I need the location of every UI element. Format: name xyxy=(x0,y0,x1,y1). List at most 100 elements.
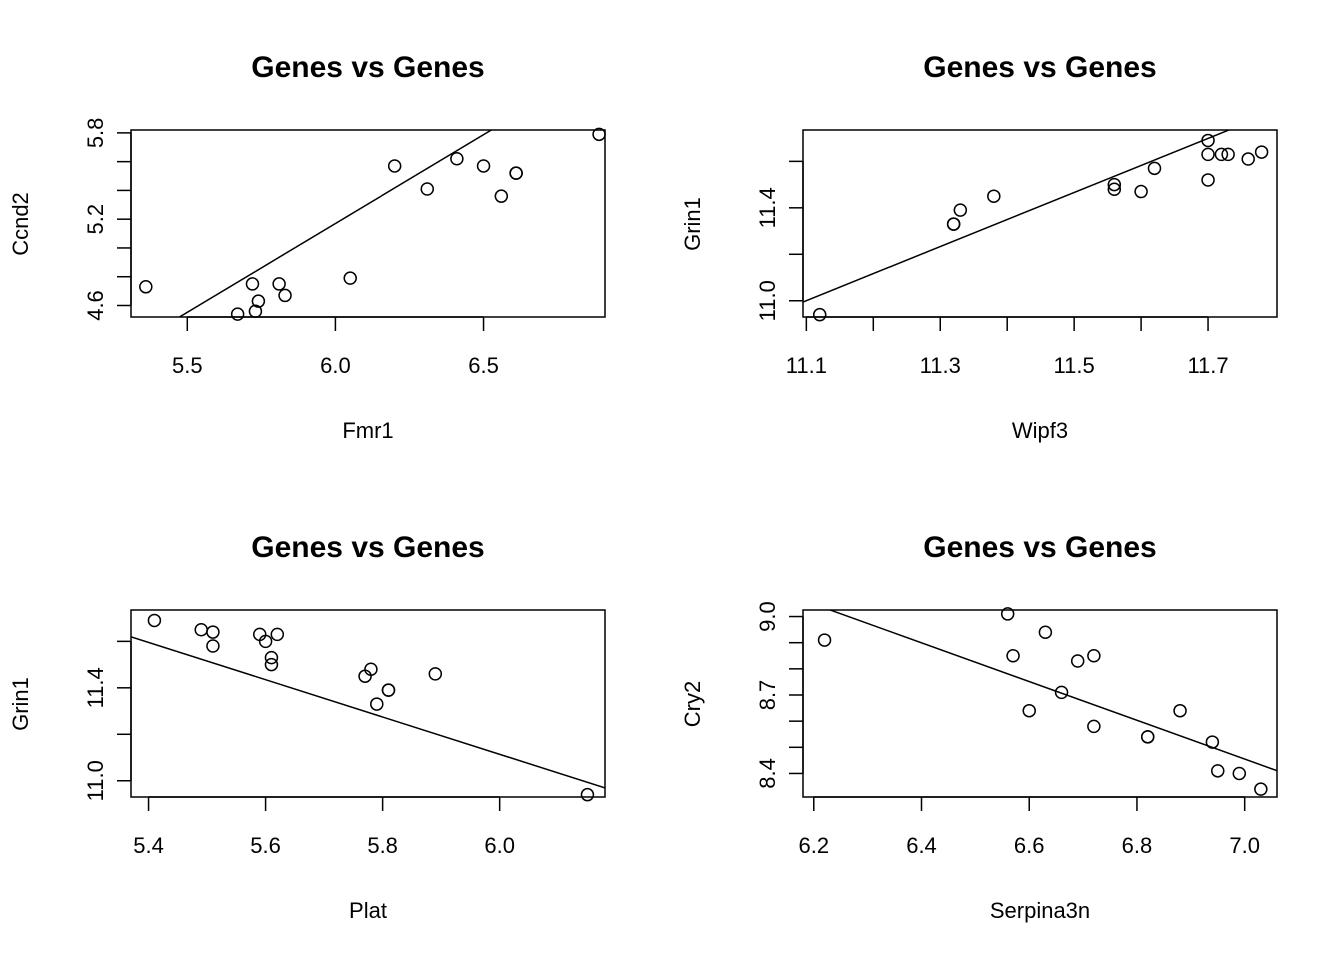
panel-1-data-point xyxy=(248,304,263,318)
panel-4-plot-box xyxy=(802,609,1278,798)
panel-3-x-tick-label: 6.0 xyxy=(484,833,515,858)
panel-4-data-point xyxy=(1087,649,1101,663)
panel-3-data-point xyxy=(580,787,595,802)
panel-1-x-tick-label: 6.0 xyxy=(320,353,351,378)
panel-1-data-point xyxy=(420,182,434,196)
panel-2-data-point xyxy=(1107,182,1122,196)
panel-2-fit-line xyxy=(803,130,1231,303)
panel-3-marks: 5.4 5.6 5.8 6.0 11.0 11.4 xyxy=(83,613,605,858)
panel-2-data-point xyxy=(1241,152,1255,166)
panel-4-x-tick-label: 7.0 xyxy=(1229,833,1260,858)
panel-4-x-tick-label: 6.6 xyxy=(1014,833,1045,858)
panel-2-x-tick-label: 11.5 xyxy=(1054,353,1095,378)
panel-4-data-point xyxy=(1070,654,1085,668)
panel-2-x-tick-label: 11.7 xyxy=(1187,353,1228,378)
panel-2-data-point xyxy=(812,307,827,322)
panel-3-data-point xyxy=(270,627,285,642)
panel-4-marks: 6.2 6.4 6.6 6.8 7.0 8.4 8.7 9.0 xyxy=(755,601,1277,858)
panel-3-data-point xyxy=(206,639,220,653)
panel-4-y-tick-label: 8.4 xyxy=(755,758,780,789)
panel-1-data-point xyxy=(476,159,491,173)
panel-3-data-point xyxy=(264,650,279,665)
panel-1-data-point xyxy=(230,307,245,321)
panel-3-x-tick-label: 5.8 xyxy=(367,833,398,858)
panel-1-y-tick-label: 5.8 xyxy=(83,118,108,149)
panel-2-data-point xyxy=(987,189,1001,203)
panel-1-title: Genes vs Genes xyxy=(251,51,484,84)
panel-1-data-point xyxy=(592,127,606,142)
panel-4-title: Genes vs Genes xyxy=(923,531,1156,564)
panel-1-data-point xyxy=(139,280,153,294)
panel-4-y-axis-label: Cry2 xyxy=(680,681,705,727)
panel-4-y-tick-label: 8.7 xyxy=(755,680,780,711)
panel-1-data-point xyxy=(343,271,357,285)
panel-4-x-tick-label: 6.2 xyxy=(798,833,829,858)
panel-3-data-point xyxy=(147,613,162,628)
panel-3-y-tick-label: 11.0 xyxy=(83,760,108,801)
panel-2-data-point xyxy=(1201,147,1215,162)
panel-1-marks: 5.5 6.0 6.5 4.6 5.2 5.8 xyxy=(83,118,606,378)
panel-2-y-tick-label: 11.0 xyxy=(755,280,780,321)
panel-2-data-point xyxy=(946,217,961,231)
panel-2-data-point xyxy=(1221,147,1235,162)
panel-1-data-point xyxy=(251,294,266,308)
panel-3-data-point xyxy=(370,697,384,711)
panel-1-y-tick-label: 4.6 xyxy=(83,290,108,321)
panel-1-x-tick-label: 5.5 xyxy=(172,353,203,378)
panel-1: Genes vs Genes Fmr1 Ccnd2 5.5 6.0 6.54.65.… xyxy=(8,51,606,443)
panel-3-data-point xyxy=(381,683,396,697)
panel-2-marks: 11.1 11.3 11.5 11.7 11.0 11.4 xyxy=(755,130,1269,378)
panel-1-y-tick-label: 5.2 xyxy=(83,204,108,235)
panel-4-x-tick-label: 6.4 xyxy=(906,833,937,858)
panel-3-y-axis-label: Grin1 xyxy=(8,677,33,731)
panel-4-x-tick-label: 6.8 xyxy=(1122,833,1153,858)
panel-4-data-point xyxy=(1173,703,1187,718)
panel-3-plot-box xyxy=(130,609,606,798)
panel-4-data-point xyxy=(1006,649,1020,663)
panel-2-data-point xyxy=(1254,145,1269,159)
panel-4-data-point xyxy=(1205,735,1220,749)
panel-3-fit-line xyxy=(131,636,605,789)
panel-4-y-tick-label: 9.0 xyxy=(755,601,780,632)
panel-4-data-point xyxy=(1087,719,1101,734)
panel-3-data-point xyxy=(264,657,279,672)
panel-1-data-point xyxy=(494,189,509,203)
panel-4-fit-line xyxy=(828,610,1277,772)
panel-3-x-axis-label: Plat xyxy=(349,898,387,923)
panel-2-title: Genes vs Genes xyxy=(923,51,1156,84)
panel-3-x-tick-label: 5.4 xyxy=(133,833,164,858)
panel-2-plot-box xyxy=(802,129,1278,318)
panel-1-x-tick-label: 6.5 xyxy=(468,353,499,378)
panel-1-data-point xyxy=(509,166,523,180)
panel-4-data-point xyxy=(1140,730,1155,744)
panel-4-data-point xyxy=(1022,703,1036,718)
panel-2-data-point xyxy=(1201,133,1215,148)
panel-2-data-point xyxy=(1201,173,1215,187)
panel-4-data-point xyxy=(1211,764,1225,778)
panel-2: Genes vs Genes Wipf3 Grin1 11.1 11.3 11.5 1… xyxy=(680,51,1278,443)
panel-3-data-point xyxy=(258,634,273,649)
panel-2-data-point xyxy=(1147,161,1162,176)
panel-1-fit-line xyxy=(178,130,493,317)
panel-4-data-point xyxy=(1254,782,1268,796)
panel-1-data-point xyxy=(272,277,286,291)
panel-4-data-point xyxy=(1000,607,1015,621)
panel-1-data-point xyxy=(278,288,292,303)
panel-1-data-point xyxy=(387,159,402,173)
panel-3-data-point xyxy=(206,625,220,639)
panel-1-data-point xyxy=(450,152,464,166)
panel-4-data-point xyxy=(1232,766,1247,781)
panel-2-data-point xyxy=(1214,147,1229,162)
panel-1-x-axis-label: Fmr1 xyxy=(342,418,393,443)
panel-3-x-tick-label: 5.6 xyxy=(250,833,281,858)
panel-2-x-axis-label: Wipf3 xyxy=(1012,418,1068,443)
panel-2-data-point xyxy=(953,203,968,217)
panel-1-data-point xyxy=(245,277,260,291)
panel-2-x-tick-label: 11.1 xyxy=(786,353,827,378)
panel-4-data-point xyxy=(1038,625,1053,639)
panel-3: Genes vs Genes Plat Grin1 5.4 5.6 5.8 6.0 11… xyxy=(8,531,606,923)
panel-1-plot-box xyxy=(130,129,606,318)
panel-4: Genes vs Genes Serpina3n Cry2 6.2 6.4 6.6 6… xyxy=(680,531,1278,923)
panel-1-y-axis-label: Ccnd2 xyxy=(8,192,33,256)
panel-4-x-axis-label: Serpina3n xyxy=(990,898,1090,923)
